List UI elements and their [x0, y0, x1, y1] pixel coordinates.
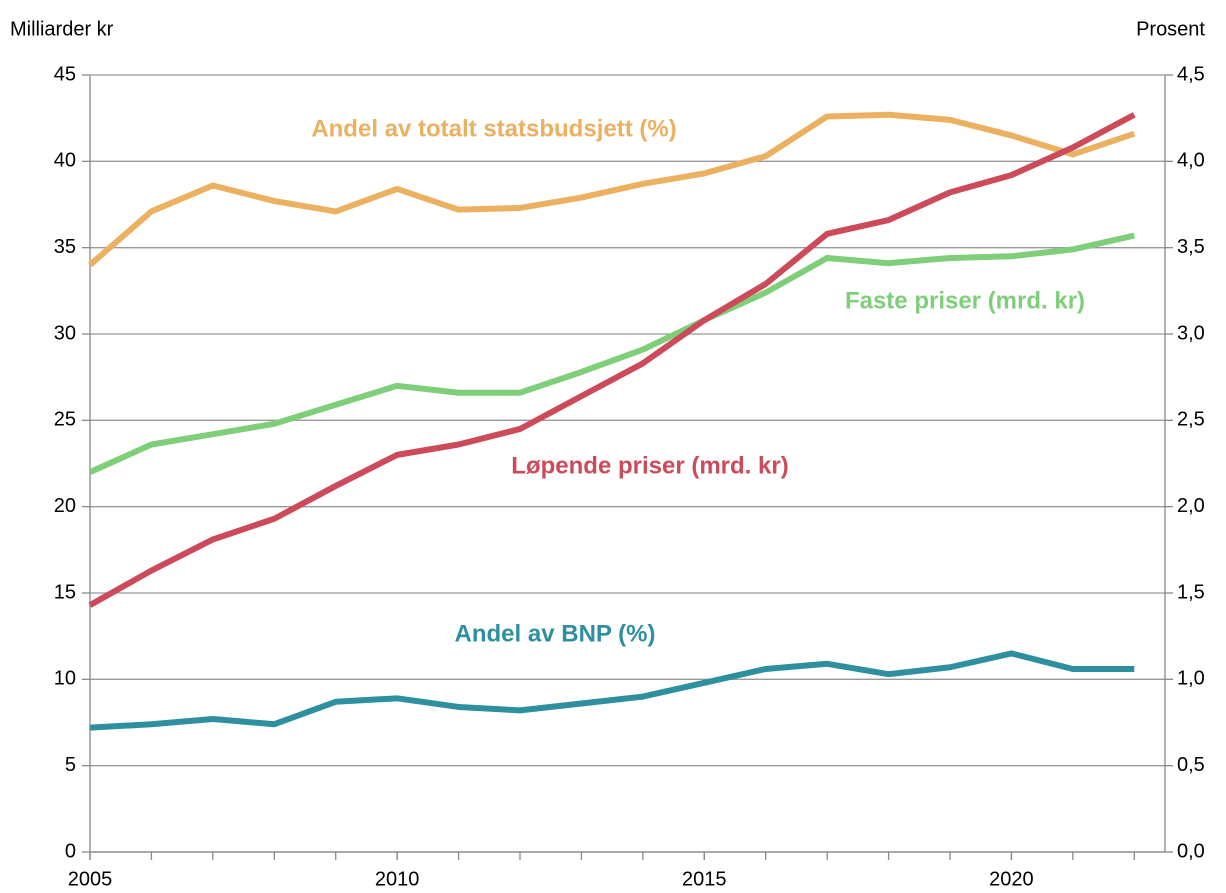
series-label: Andel av BNP (%) [455, 620, 656, 647]
y2-tick-label: 4,0 [1177, 150, 1205, 172]
y2-tick-label: 0,0 [1177, 840, 1205, 862]
y-tick-label: 10 [54, 668, 76, 690]
y-tick-label: 30 [54, 322, 76, 344]
y-axis-label: Milliarder kr [10, 18, 114, 40]
x-tick-label: 2015 [682, 868, 727, 890]
series-label: Løpende priser (mrd. kr) [511, 452, 788, 479]
y2-tick-label: 1,5 [1177, 581, 1205, 603]
y2-axis-label: Prosent [1136, 18, 1205, 40]
y2-tick-label: 0,5 [1177, 754, 1205, 776]
series-line [88, 111, 1136, 268]
x-tick-label: 2005 [68, 868, 113, 890]
y2-tick-label: 4,5 [1177, 63, 1205, 85]
y-tick-label: 15 [54, 581, 76, 603]
y2-tick-label: 2,0 [1177, 495, 1205, 517]
x-tick-label: 2020 [989, 868, 1034, 890]
y2-tick-label: 3,5 [1177, 236, 1205, 258]
y-tick-label: 40 [54, 150, 76, 172]
y2-tick-label: 3,0 [1177, 322, 1205, 344]
series-line [88, 232, 1135, 475]
series-line [88, 112, 1136, 608]
y-tick-label: 45 [54, 63, 76, 85]
series-label: Andel av totalt statsbudsjett (%) [311, 115, 676, 142]
y2-tick-label: 1,0 [1177, 668, 1205, 690]
y-tick-label: 20 [54, 495, 76, 517]
y-tick-label: 35 [54, 236, 76, 258]
x-tick-label: 2010 [375, 868, 420, 890]
y2-tick-label: 2,5 [1177, 409, 1205, 431]
series-line [89, 650, 1135, 731]
y-tick-label: 25 [54, 409, 76, 431]
series-label: Faste priser (mrd. kr) [845, 287, 1085, 314]
y-tick-label: 0 [65, 840, 76, 862]
y-tick-label: 5 [65, 754, 76, 776]
